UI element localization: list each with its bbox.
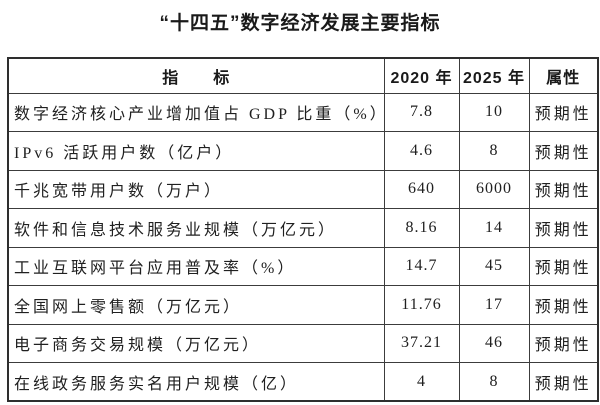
attribute-cell: 预期性 (528, 323, 599, 363)
value-2025-cell: 8 (458, 362, 530, 402)
table-row: 数字经济核心产业增加值占 GDP 比重（%） 7.8 10 预期性 (7, 92, 599, 132)
table-row: 工业互联网平台应用普及率（%） 14.7 45 预期性 (7, 246, 599, 286)
attribute-cell: 预期性 (528, 362, 599, 402)
table-row: 软件和信息技术服务业规模（万亿元） 8.16 14 预期性 (7, 208, 599, 248)
indicator-cell: 全国网上零售额（万亿元） (7, 285, 385, 325)
column-header-2020: 2020 年 (383, 57, 460, 94)
attribute-cell: 预期性 (528, 169, 599, 209)
indicator-cell: 在线政务服务实名用户规模（亿） (7, 362, 385, 402)
value-2020-cell: 8.16 (383, 208, 460, 248)
value-2020-cell: 37.21 (383, 323, 460, 363)
indicator-cell: 电子商务交易规模（万亿元） (7, 323, 385, 363)
table-row: 在线政务服务实名用户规模（亿） 4 8 预期性 (7, 362, 599, 402)
value-2025-cell: 6000 (458, 169, 530, 209)
value-2020-cell: 7.8 (383, 92, 460, 132)
indicators-table: 指 标 2020 年 2025 年 属性 数字经济核心产业增加值占 GDP 比重… (7, 57, 599, 402)
table-header-row: 指 标 2020 年 2025 年 属性 (7, 57, 599, 94)
value-2020-cell: 640 (383, 169, 460, 209)
value-2020-cell: 4 (383, 362, 460, 402)
page-title: “十四五”数字经济发展主要指标 (159, 13, 441, 34)
value-2025-cell: 46 (458, 323, 530, 363)
value-2020-cell: 14.7 (383, 246, 460, 286)
value-2025-cell: 8 (458, 131, 530, 171)
column-header-2025: 2025 年 (458, 57, 530, 94)
table-row: 千兆宽带用户数（万户） 640 6000 预期性 (7, 169, 599, 209)
column-header-attribute: 属性 (528, 57, 599, 94)
indicator-cell: 数字经济核心产业增加值占 GDP 比重（%） (7, 92, 385, 132)
value-2020-cell: 4.6 (383, 131, 460, 171)
indicator-cell: 软件和信息技术服务业规模（万亿元） (7, 208, 385, 248)
value-2025-cell: 45 (458, 246, 530, 286)
indicator-cell: 千兆宽带用户数（万户） (7, 169, 385, 209)
attribute-cell: 预期性 (528, 92, 599, 132)
attribute-cell: 预期性 (528, 246, 599, 286)
indicator-cell: IPv6 活跃用户数（亿户） (7, 131, 385, 171)
table-row: IPv6 活跃用户数（亿户） 4.6 8 预期性 (7, 131, 599, 171)
attribute-cell: 预期性 (528, 285, 599, 325)
value-2025-cell: 14 (458, 208, 530, 248)
value-2025-cell: 17 (458, 285, 530, 325)
attribute-cell: 预期性 (528, 208, 599, 248)
value-2025-cell: 10 (458, 92, 530, 132)
column-header-indicator: 指 标 (7, 57, 385, 94)
attribute-cell: 预期性 (528, 131, 599, 171)
table-row: 全国网上零售额（万亿元） 11.76 17 预期性 (7, 285, 599, 325)
value-2020-cell: 11.76 (383, 285, 460, 325)
indicator-cell: 工业互联网平台应用普及率（%） (7, 246, 385, 286)
table-row: 电子商务交易规模（万亿元） 37.21 46 预期性 (7, 323, 599, 363)
